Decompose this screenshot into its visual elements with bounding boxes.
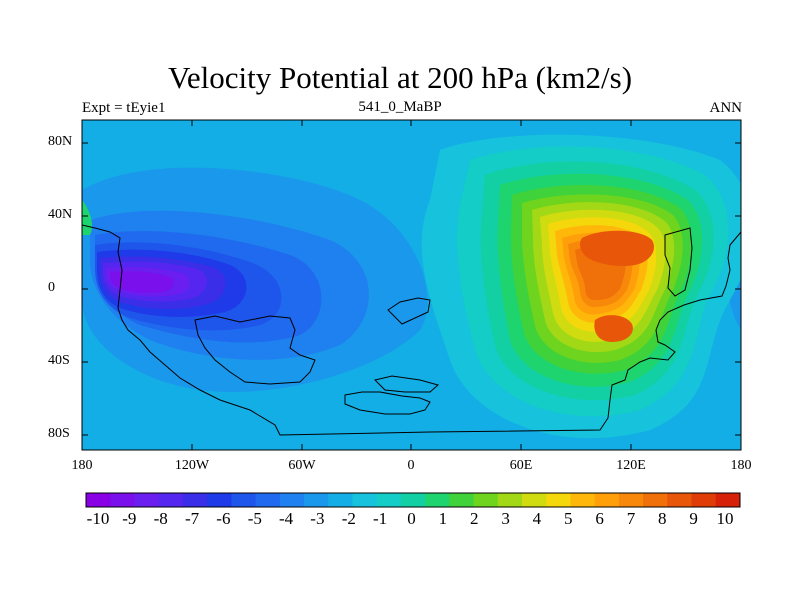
- colorbar-swatch: [231, 493, 257, 507]
- colorbar-swatch: [182, 493, 208, 507]
- colorbar-tick-label: -3: [310, 509, 325, 528]
- contour-max-south: [594, 315, 633, 342]
- x-tick-label: 0: [407, 458, 415, 473]
- x-tick-label: 180: [71, 458, 93, 473]
- colorbar-swatch: [715, 493, 741, 507]
- colorbar-swatch: [643, 493, 668, 507]
- x-tick-label: 60W: [288, 458, 316, 473]
- y-tick-label: 40S: [48, 353, 70, 368]
- coastline-landmass-2: [387, 297, 431, 325]
- colorbar-tick-label: -4: [279, 509, 294, 528]
- colorbar-swatch: [618, 493, 644, 507]
- plot-title: Velocity Potential at 200 hPa (km2/s): [167, 60, 633, 95]
- colorbar-tick-label: -10: [86, 509, 110, 528]
- colorbar-swatch: [207, 493, 232, 507]
- colorbar-tick-label: 2: [469, 509, 479, 528]
- x-tick-label: 60E: [509, 458, 533, 473]
- coastline-south: [81, 224, 742, 436]
- contour-level-minus9: [110, 271, 174, 294]
- colorbar-swatch: [304, 493, 329, 507]
- coastline-landmass-5: [664, 227, 693, 297]
- colorbar-tick-label: 8: [658, 509, 667, 528]
- axis-ticks: [81, 120, 742, 450]
- colorbar-swatch: [376, 493, 402, 507]
- colorbar-swatch: [158, 493, 184, 507]
- colorbar-swatch: [255, 493, 281, 507]
- colorbar-swatch: [328, 493, 353, 507]
- colorbar-swatch: [134, 493, 160, 507]
- colorbar-tick-label: 9: [689, 509, 698, 528]
- colorbar-swatch: [667, 493, 693, 507]
- colorbar-tick-label: -8: [153, 509, 168, 528]
- case-label: 541_0_MaBP: [358, 99, 442, 115]
- colorbar: [85, 492, 741, 508]
- colorbar-swatch: [352, 493, 378, 507]
- colorbar-tick-label: -2: [341, 509, 356, 528]
- coastline-landmass-4: [374, 375, 440, 393]
- y-tick-label: 40N: [48, 207, 73, 222]
- colorbar-tick-label: 1: [438, 509, 448, 528]
- colorbar-tick-label: -7: [185, 509, 200, 528]
- colorbar-tick-label: 6: [595, 509, 604, 528]
- colorbar-tick-label: 0: [407, 509, 416, 528]
- coastline-landmass-1: [194, 315, 316, 385]
- coastlines: [81, 224, 742, 436]
- y-tick-label: 80N: [48, 134, 73, 149]
- colorbar-tick-label: 10: [716, 509, 734, 528]
- filled-contours: [82, 120, 741, 450]
- colorbar-tick-label: 4: [532, 509, 542, 528]
- colorbar-tick-label: -6: [216, 509, 231, 528]
- x-tick-label: 120W: [174, 458, 210, 473]
- x-tick-label: 180: [730, 458, 752, 473]
- colorbar-swatch: [86, 493, 111, 507]
- colorbar-swatch: [546, 493, 571, 507]
- colorbar-tick-label: 5: [564, 509, 573, 528]
- colorbar-swatch: [449, 493, 475, 507]
- colorbar-tick-label: -1: [373, 509, 388, 528]
- x-tick-label: 120E: [616, 458, 646, 473]
- colorbar-swatch: [110, 493, 135, 507]
- season-label: ANN: [709, 100, 743, 116]
- colorbar-swatch: [691, 493, 717, 507]
- colorbar-swatch: [473, 493, 499, 507]
- y-tick-label: 80S: [48, 426, 70, 441]
- colorbar-swatch: [570, 493, 596, 507]
- coastline-landmass-3: [344, 391, 431, 415]
- colorbar-swatch: [522, 493, 547, 507]
- contour-max-north: [580, 230, 655, 267]
- colorbar-frame: [85, 492, 741, 508]
- colorbar-tick-label: 7: [626, 509, 636, 528]
- colorbar-swatch: [497, 493, 523, 507]
- colorbar-tick-label: -5: [247, 509, 262, 528]
- colorbar-swatch: [594, 493, 620, 507]
- experiment-label: Expt = tEyie1: [82, 100, 166, 116]
- colorbar-tick-label: -9: [122, 509, 137, 528]
- y-tick-label: 0: [48, 280, 55, 295]
- colorbar-tick-label: 3: [501, 509, 510, 528]
- colorbar-swatch: [425, 493, 450, 507]
- colorbar-swatch: [400, 493, 426, 507]
- colorbar-swatch: [279, 493, 305, 507]
